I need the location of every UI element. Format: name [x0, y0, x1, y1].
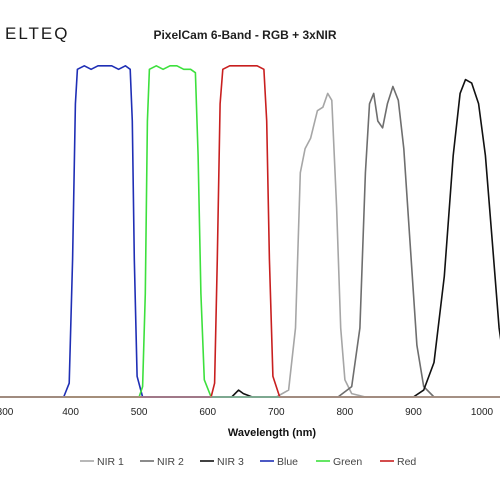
x-tick-label-1000: 1000 [471, 407, 494, 418]
legend-item-nir-3: NIR 3 [200, 456, 244, 468]
legend-item-blue: Blue [260, 456, 298, 468]
series-line-red [0, 65, 500, 398]
legend-label: NIR 3 [217, 456, 244, 468]
x-tick-label-500: 500 [131, 407, 148, 418]
plot-area [0, 65, 500, 398]
series-line-green [0, 65, 500, 398]
x-tick-labels: 300 400 500 600 700 800 900 1000 [0, 407, 494, 418]
x-tick-label-300: 300 [0, 407, 14, 418]
x-tick-label-900: 900 [405, 407, 422, 418]
legend-label: Green [333, 456, 362, 468]
legend: NIR 1 NIR 2 NIR 3 Blue Green Red [80, 456, 416, 468]
x-tick-label-800: 800 [337, 407, 354, 418]
legend-item-nir-1: NIR 1 [80, 456, 124, 468]
x-axis-label: Wavelength (nm) [228, 427, 317, 439]
x-tick-label-600: 600 [199, 407, 216, 418]
legend-label: Red [397, 456, 416, 468]
legend-label: NIR 2 [157, 456, 184, 468]
series-line-nir-2 [0, 85, 500, 398]
legend-label: NIR 1 [97, 456, 124, 468]
series-line-nir-3 [0, 78, 500, 398]
legend-label: Blue [277, 456, 298, 468]
x-tick-label-700: 700 [268, 407, 285, 418]
brand-logo: ELTEQ [5, 24, 69, 43]
series-line-blue [0, 65, 500, 398]
legend-item-red: Red [380, 456, 416, 468]
legend-item-green: Green [316, 456, 362, 468]
x-tick-label-400: 400 [62, 407, 79, 418]
legend-item-nir-2: NIR 2 [140, 456, 184, 468]
series-line-nir-1 [0, 92, 500, 398]
chart-title: PixelCam 6-Band - RGB + 3xNIR [153, 28, 336, 42]
